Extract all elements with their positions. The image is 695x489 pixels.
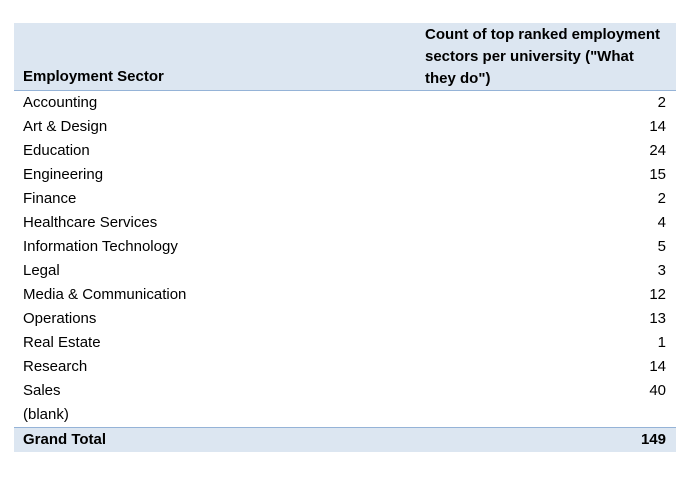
row-value: 3 (657, 262, 666, 279)
row-label: (blank) (23, 406, 69, 423)
row-value: 2 (657, 190, 666, 207)
row-label: Operations (23, 310, 97, 327)
row-label: Accounting (23, 94, 98, 111)
table-row[interactable]: Legal 3 (14, 259, 676, 283)
row-value: 2 (657, 94, 666, 111)
row-label: Engineering (23, 166, 104, 183)
row-label: Real Estate (23, 334, 101, 351)
table-row[interactable]: Engineering 15 (14, 163, 676, 187)
table-row[interactable]: (blank) (14, 403, 676, 427)
table-row[interactable]: Real Estate 1 (14, 331, 676, 355)
row-value: 14 (649, 358, 666, 375)
table-row[interactable]: Accounting 2 (14, 91, 676, 115)
row-value: 40 (649, 382, 666, 399)
row-label: Sales (23, 382, 61, 399)
table-row[interactable]: Sales 40 (14, 379, 676, 403)
table-row[interactable]: Finance 2 (14, 187, 676, 211)
table-row[interactable]: Healthcare Services 4 (14, 211, 676, 235)
row-value: 13 (649, 310, 666, 327)
row-label: Research (23, 358, 88, 375)
column-header-employment-sector[interactable]: Employment Sector (23, 68, 164, 85)
table-row[interactable]: Art & Design 14 (14, 115, 676, 139)
table-header: Employment Sector Count of top ranked em… (14, 23, 676, 91)
row-label: Art & Design (23, 118, 108, 135)
row-label: Finance (23, 190, 77, 207)
grand-total-row[interactable]: Grand Total 149 (14, 427, 676, 452)
table-row[interactable]: Research 14 (14, 355, 676, 379)
row-label: Education (23, 142, 90, 159)
row-label: Healthcare Services (23, 214, 158, 231)
row-value: 5 (657, 238, 666, 255)
row-label: Legal (23, 262, 60, 279)
table-row[interactable]: Media & Communication 12 (14, 283, 676, 307)
grand-total-value: 149 (640, 431, 666, 448)
column-header-count[interactable]: Count of top ranked employment sectors p… (425, 26, 661, 87)
table-row[interactable]: Information Technology 5 (14, 235, 676, 259)
row-value: 12 (649, 286, 666, 303)
row-value: 14 (649, 118, 666, 135)
grand-total-label: Grand Total (23, 431, 107, 448)
pivot-table: Employment Sector Count of top ranked em… (14, 23, 676, 452)
row-value: 1 (657, 334, 666, 351)
table-row[interactable]: Education 24 (14, 139, 676, 163)
table-body: Accounting 2 Art & Design 14 Education 2… (14, 91, 676, 427)
row-value: 4 (657, 214, 666, 231)
row-label: Media & Communication (23, 286, 187, 303)
row-value: 15 (649, 166, 666, 183)
row-label: Information Technology (23, 238, 178, 255)
table-row[interactable]: Operations 13 (14, 307, 676, 331)
row-value: 24 (649, 142, 666, 159)
